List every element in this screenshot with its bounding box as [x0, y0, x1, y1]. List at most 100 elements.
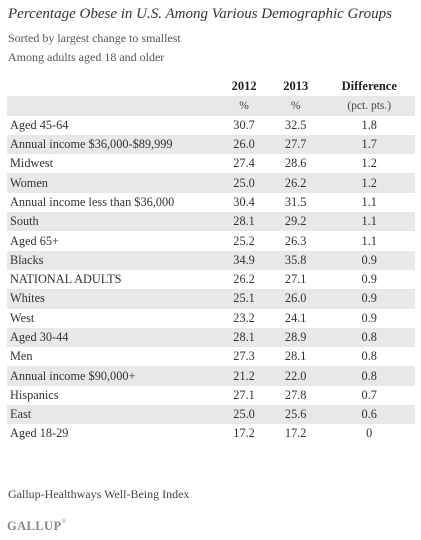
- row-value-2013: 26.2: [267, 173, 324, 193]
- row-value-difference: 0.9: [323, 250, 415, 270]
- table-row: Aged 45-64 30.7 32.5 1.8: [7, 115, 415, 135]
- row-value-difference: 0.6: [323, 405, 415, 425]
- row-value-2013: 32.5: [267, 115, 324, 135]
- row-value-2013: 35.8: [267, 250, 324, 270]
- row-value-difference: 1.7: [323, 134, 415, 155]
- row-group-label: Annual income $36,000-$89,999: [7, 134, 221, 155]
- table-row: Midwest 27.4 28.6 1.2: [7, 154, 415, 174]
- table-row: NATIONAL ADULTS 26.2 27.1 0.9: [7, 269, 415, 290]
- row-group-label: Blacks: [7, 250, 221, 270]
- source-note: Gallup-Healthways Well-Being Index: [8, 487, 190, 501]
- table-row: West 23.2 24.1 0.9: [7, 308, 415, 328]
- row-value-2013: 24.1: [267, 308, 324, 328]
- row-value-difference: 0.8: [323, 327, 415, 348]
- chart-title: Percentage Obese in U.S. Among Various D…: [8, 6, 392, 22]
- row-value-difference: 1.1: [323, 212, 415, 232]
- row-value-2012: 26.0: [220, 134, 268, 155]
- header-2013: 2013: [283, 79, 309, 94]
- row-value-2012: 25.0: [220, 173, 268, 193]
- row-group-label: Midwest: [7, 154, 221, 174]
- subtitle-population: Among adults aged 18 and older: [8, 50, 165, 64]
- row-value-2012: 30.7: [220, 115, 268, 135]
- row-value-2012: 27.4: [220, 154, 268, 174]
- row-group-label: Whites: [7, 289, 221, 309]
- table-row: Men 27.3 28.1 0.8: [7, 347, 415, 367]
- row-value-2013: 26.0: [267, 289, 324, 309]
- row-group-label: Women: [7, 173, 221, 193]
- table-row: South 28.1 29.2 1.1: [7, 212, 415, 232]
- row-value-difference: 0.9: [323, 269, 415, 290]
- row-group-label: Annual income $90,000+: [7, 366, 221, 386]
- row-group-label: Annual income less than $36,000: [7, 192, 221, 213]
- obesity-table: 2012 2013 Difference % % (pct. pts.) Age…: [7, 77, 415, 444]
- row-value-2013: 25.6: [267, 405, 324, 425]
- row-value-2013: 22.0: [267, 366, 324, 386]
- table-row: Hispanics 27.1 27.8 0.7: [7, 385, 415, 406]
- row-group-label: Aged 45-64: [7, 115, 221, 135]
- row-value-2013: 28.9: [267, 327, 324, 348]
- table-row: Aged 30-44 28.1 28.9 0.8: [7, 327, 415, 348]
- row-group-label: Hispanics: [7, 385, 221, 406]
- table-header: 2012 2013 Difference % % (pct. pts.): [7, 77, 415, 116]
- row-group-label: West: [7, 308, 221, 328]
- row-group-label: Aged 30-44: [7, 327, 221, 348]
- units-difference: (pct. pts.): [323, 96, 415, 116]
- row-value-difference: 1.1: [323, 192, 415, 213]
- row-value-2012: 17.2: [220, 424, 268, 444]
- row-value-difference: 0.8: [323, 347, 415, 367]
- header-2012: 2012: [231, 79, 257, 94]
- row-value-2013: 29.2: [267, 212, 324, 232]
- row-value-2013: 27.8: [267, 385, 324, 406]
- row-value-2012: 25.2: [220, 231, 268, 251]
- row-value-difference: 1.8: [323, 115, 415, 135]
- row-value-2013: 28.6: [267, 154, 324, 174]
- row-value-difference: 0: [323, 424, 415, 444]
- gallup-logo-text: GALLUP: [7, 519, 62, 533]
- table-row: Aged 18-29 17.2 17.2 0: [7, 424, 415, 444]
- row-value-2013: 26.3: [267, 231, 324, 251]
- row-value-2013: 17.2: [267, 424, 324, 444]
- row-group-label: Aged 18-29: [7, 424, 221, 444]
- table-row: Whites 25.1 26.0 0.9: [7, 289, 415, 309]
- row-group-label: Men: [7, 347, 221, 367]
- units-group: [7, 96, 221, 116]
- row-value-2012: 30.4: [220, 192, 268, 213]
- row-value-2012: 25.0: [220, 405, 268, 425]
- row-value-2012: 21.2: [220, 366, 268, 386]
- table-row: Annual income $36,000-$89,999 26.0 27.7 1.7: [7, 134, 415, 155]
- units-row: % % (pct. pts.): [7, 96, 415, 116]
- row-group-label: Aged 65+: [7, 231, 221, 251]
- table-row: Annual income less than $36,000 30.4 31.5 1…: [7, 192, 415, 213]
- units-2013: %: [267, 96, 324, 116]
- row-value-difference: 1.1: [323, 231, 415, 251]
- row-value-2012: 26.2: [220, 269, 268, 290]
- table-row: East 25.0 25.6 0.6: [7, 405, 415, 425]
- row-value-2012: 25.1: [220, 289, 268, 309]
- row-group-label: South: [7, 212, 221, 232]
- header-row: 2012 2013 Difference: [7, 77, 415, 96]
- units-2012: %: [220, 96, 268, 116]
- row-value-difference: 0.9: [323, 308, 415, 328]
- row-value-2013: 28.1: [267, 347, 324, 367]
- row-value-difference: 0.7: [323, 385, 415, 406]
- row-value-2012: 28.1: [220, 212, 268, 232]
- row-value-difference: 1.2: [323, 154, 415, 174]
- row-group-label: NATIONAL ADULTS: [7, 269, 221, 290]
- row-value-difference: 0.9: [323, 289, 415, 309]
- row-value-2012: 34.9: [220, 250, 268, 270]
- row-value-2013: 27.1: [267, 269, 324, 290]
- row-value-2012: 28.1: [220, 327, 268, 348]
- subtitle-sort: Sorted by largest change to smallest: [8, 31, 181, 45]
- table-body: Aged 45-64 30.7 32.5 1.8 Annual income $36,0…: [7, 115, 415, 444]
- table-row: Annual income $90,000+ 21.2 22.0 0.8: [7, 366, 415, 386]
- header-difference: Difference: [341, 79, 397, 94]
- row-value-2012: 27.1: [220, 385, 268, 406]
- row-value-2012: 23.2: [220, 308, 268, 328]
- row-value-difference: 0.8: [323, 366, 415, 386]
- row-value-2013: 31.5: [267, 192, 324, 213]
- row-value-2013: 27.7: [267, 134, 324, 155]
- table-row: Aged 65+ 25.2 26.3 1.1: [7, 231, 415, 251]
- row-group-label: East: [7, 405, 221, 425]
- registered-mark: ®: [61, 519, 67, 525]
- gallup-logo: GALLUP®: [7, 519, 66, 534]
